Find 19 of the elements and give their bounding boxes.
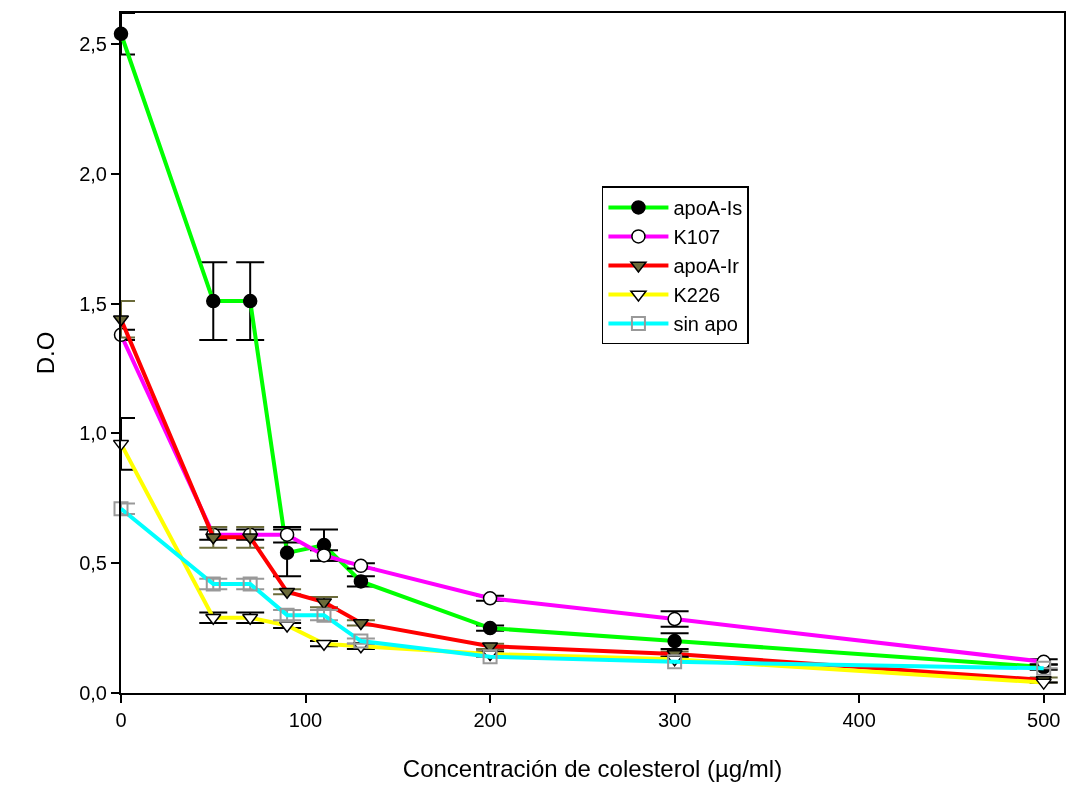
x-tick-label: 100 <box>288 709 323 731</box>
legend-label: K226 <box>673 284 721 307</box>
legend-label: apoA-Is <box>673 197 743 220</box>
y-tick-label: 2,5 <box>79 33 107 56</box>
y-axis-title: D.O <box>31 331 59 375</box>
y-tick-label: 1,0 <box>79 422 107 445</box>
x-tick-label: 500 <box>1027 709 1061 731</box>
x-tick-label: 400 <box>842 709 876 731</box>
legend-label: apoA-Ir <box>673 255 740 278</box>
x-axis-title: Concentración de colesterol (µg/ml) <box>402 754 783 782</box>
y-tick-label: 2,0 <box>79 162 107 185</box>
x-tick-label: 300 <box>657 709 692 731</box>
legend-label: K107 <box>673 226 721 249</box>
y-tick-label: 1,5 <box>79 292 107 315</box>
legend-label: sin apo <box>673 313 738 336</box>
y-tick-label: 0,0 <box>79 682 107 704</box>
y-tick-label: 0,5 <box>79 552 107 575</box>
x-tick-label: 200 <box>473 709 507 731</box>
x-tick-label: 0 <box>115 709 127 731</box>
